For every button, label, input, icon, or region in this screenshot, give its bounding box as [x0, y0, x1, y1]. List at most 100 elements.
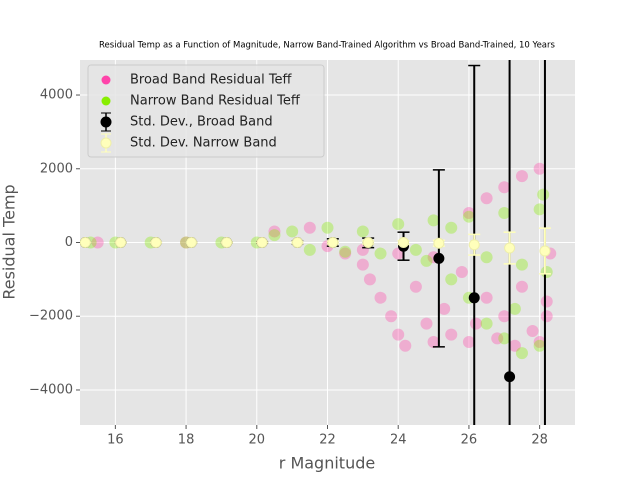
scatter-point: [91, 236, 104, 249]
legend-marker: [100, 137, 112, 149]
scatter-point: [409, 280, 422, 293]
y-tick-label: −2000: [29, 309, 73, 324]
x-tick-label: 22: [319, 433, 336, 448]
legend-marker: [101, 96, 111, 106]
scatter-point: [268, 229, 281, 242]
legend-marker: [101, 75, 111, 85]
error-point: [115, 237, 127, 248]
error-point: [504, 371, 516, 383]
scatter-point: [462, 207, 475, 220]
scatter-point: [480, 317, 493, 330]
x-tick-label: 28: [531, 433, 548, 448]
scatter-point: [480, 251, 493, 264]
error-point: [185, 237, 197, 248]
error-point: [540, 459, 550, 469]
scatter-point: [445, 328, 458, 341]
scatter-point: [498, 310, 511, 323]
legend-label: Std. Dev. Narrow Band: [130, 136, 277, 151]
x-tick-label: 24: [390, 433, 407, 448]
scatter-point: [268, 225, 281, 238]
scatter-point: [491, 332, 504, 345]
error-point: [468, 292, 480, 304]
scatter-point: [462, 210, 475, 223]
scatter-point: [533, 339, 546, 352]
scatter-point: [392, 218, 405, 231]
error-point: [221, 237, 233, 248]
scatter-point: [303, 243, 316, 256]
error-point: [433, 237, 445, 249]
error-point: [433, 252, 445, 264]
scatter-point: [374, 247, 387, 260]
scatter-point: [385, 310, 398, 323]
scatter-point: [508, 339, 521, 352]
scatter-point: [356, 225, 369, 238]
scatter-point: [537, 188, 550, 201]
scatter-point: [533, 336, 546, 349]
x-tick-label: 16: [107, 433, 124, 448]
scatter-point: [374, 291, 387, 304]
y-tick-label: 4000: [40, 88, 73, 103]
legend-box: [87, 64, 325, 158]
scatter-point: [498, 332, 511, 345]
legend-marker: [100, 116, 112, 128]
scatter-point: [427, 336, 440, 349]
scatter-point: [508, 302, 521, 315]
chart-title: Residual Temp as a Function of Magnitude…: [99, 41, 555, 51]
scatter-point: [526, 324, 539, 337]
error-point: [362, 237, 374, 248]
scatter-point: [420, 317, 433, 330]
scatter-point: [515, 280, 528, 293]
scatter-point: [392, 328, 405, 341]
scatter-point: [498, 207, 511, 220]
error-point: [539, 245, 551, 257]
y-tick-label: 0: [65, 235, 73, 250]
error-point: [256, 237, 268, 248]
y-tick-label: −4000: [29, 382, 73, 397]
scatter-point: [445, 221, 458, 234]
error-point: [504, 242, 516, 254]
scatter-point: [498, 181, 511, 194]
scatter-point: [427, 214, 440, 227]
x-tick-label: 26: [461, 433, 478, 448]
scatter-point: [462, 336, 475, 349]
error-point: [150, 237, 162, 248]
scatter-point: [515, 347, 528, 360]
scatter-point: [339, 245, 352, 258]
x-tick-label: 20: [249, 433, 266, 448]
scatter-point: [445, 273, 458, 286]
legend-label: Broad Band Residual Teff: [130, 73, 293, 88]
error-point: [468, 239, 480, 251]
error-point: [327, 237, 339, 248]
y-tick-label: 2000: [40, 161, 73, 176]
scatter-point: [438, 302, 451, 315]
scatter-point: [515, 258, 528, 271]
scatter-point: [515, 170, 528, 183]
x-tick-label: 18: [178, 433, 195, 448]
scatter-point: [409, 243, 422, 256]
scatter-point: [540, 295, 553, 308]
scatter-point: [470, 317, 482, 330]
scatter-point: [363, 273, 376, 286]
x-axis-label: r Magnitude: [279, 454, 375, 473]
legend-label: Std. Dev., Broad Band: [130, 115, 273, 130]
scatter-point: [540, 310, 553, 323]
scatter-point: [455, 265, 468, 278]
scatter-point: [303, 221, 316, 234]
scatter-point: [339, 247, 352, 260]
error-point: [80, 237, 91, 248]
scatter-point: [356, 258, 369, 271]
error-point: [398, 237, 410, 248]
scatter-point: [399, 339, 412, 352]
scatter-point: [540, 265, 553, 278]
scatter-point: [321, 221, 334, 234]
y-axis-label: Residual Temp: [0, 184, 19, 299]
scatter-point: [480, 192, 493, 205]
error-point: [291, 237, 303, 248]
scatter-point: [286, 225, 299, 238]
scatter-point: [533, 162, 546, 175]
scatter-point: [420, 254, 433, 267]
legend-label: Narrow Band Residual Teff: [130, 94, 301, 109]
scatter-point: [480, 291, 493, 304]
scatter-point: [533, 203, 546, 216]
